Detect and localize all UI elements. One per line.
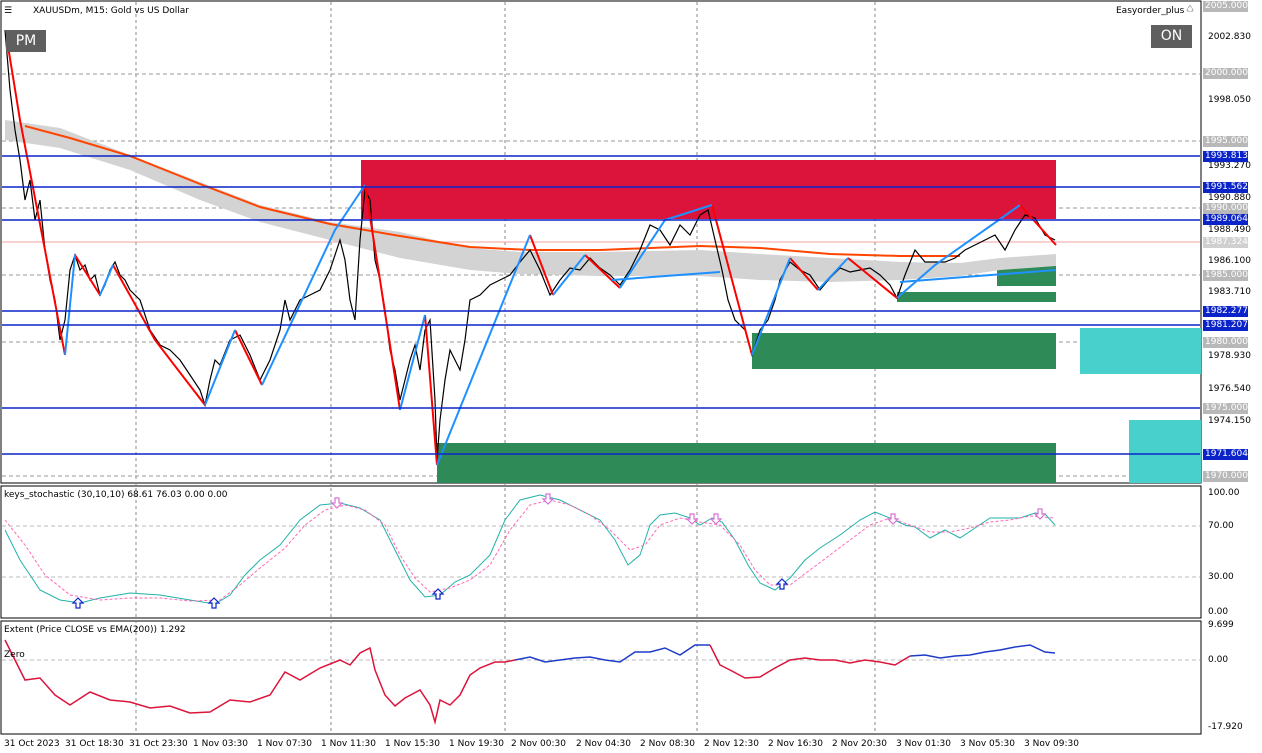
- stochastic-pane[interactable]: [0, 485, 1202, 619]
- ema-line: [24, 125, 960, 257]
- time-axis-label: 2 Nov 00:30: [511, 739, 566, 749]
- price-tag: 1990.000: [1203, 203, 1248, 214]
- time-axis-label: 2 Nov 08:30: [640, 739, 695, 749]
- time-axis-label: 31 Oct 18:30: [65, 739, 124, 749]
- price-axis-label: 1978.930: [1208, 351, 1251, 361]
- price-tag: 2000.000: [1203, 68, 1248, 79]
- price-tag: 1989.064: [1203, 214, 1248, 225]
- on-button[interactable]: ON: [1151, 25, 1192, 48]
- demand-zone-mid[interactable]: [752, 333, 1056, 369]
- zigzag-down-legs: [6, 39, 1057, 466]
- key-level-lines[interactable]: [2, 155, 1200, 455]
- price-tag: 1993.813: [1203, 151, 1248, 162]
- price-axis-label: 1998.050: [1208, 95, 1251, 105]
- price-axis-label: 2002.830: [1208, 32, 1251, 42]
- price-tag: 1995.000: [1203, 136, 1248, 147]
- time-axis-label: 1 Nov 03:30: [193, 739, 248, 749]
- buy-arrow-icon: [431, 588, 445, 600]
- expert-icon[interactable]: ♺: [1186, 5, 1195, 15]
- price-tag: 1980.000: [1203, 337, 1248, 348]
- time-axis-label: 1 Nov 11:30: [321, 739, 376, 749]
- buy-arrow-icon: [775, 578, 789, 590]
- stochastic-axis-label: 0.00: [1208, 607, 1229, 617]
- price-tag: 1982.277: [1203, 306, 1248, 317]
- price-tag: 1970.000: [1203, 471, 1248, 482]
- price-tag: 1981.207: [1203, 320, 1248, 331]
- extent-line-negative: [4, 639, 516, 725]
- price-tag: 1985.000: [1203, 270, 1248, 281]
- stochastic-axis-label: 70.00: [1208, 521, 1234, 531]
- symbol-title: XAUUSDm, M15: Gold vs US Dollar: [33, 6, 189, 16]
- price-axis-label: 1993.270: [1208, 161, 1251, 171]
- stochastic-axis-label: 100.00: [1208, 488, 1240, 498]
- price-axis-label: 1988.490: [1208, 225, 1251, 235]
- extent-axis-label: -17.920: [1208, 722, 1243, 732]
- sell-arrow-icon: [541, 493, 555, 505]
- stochastic-signal-line: [4, 499, 1056, 602]
- sell-arrow-icon: [886, 513, 900, 525]
- price-tag: 1987.324: [1203, 237, 1248, 248]
- time-axis-label: 2 Nov 04:30: [576, 739, 631, 749]
- demand-zone-low[interactable]: [437, 443, 1056, 483]
- time-axis-label: 1 Nov 19:30: [449, 739, 504, 749]
- time-axis-label: 3 Nov 05:30: [960, 739, 1015, 749]
- cyan-zone-upper[interactable]: [1080, 328, 1201, 374]
- extent-axis-label: 0.00: [1208, 655, 1229, 665]
- supply-zone[interactable]: [361, 160, 1056, 219]
- extent-line-negative-2: [709, 644, 911, 679]
- extent-title: Extent (Price CLOSE vs EMA(200)) 1.292: [4, 625, 186, 635]
- sell-arrow-icon: [330, 497, 344, 509]
- expert-name: Easyorder_plus: [1116, 6, 1185, 16]
- sell-arrow-icon: [709, 513, 723, 525]
- price-tag: 1975.000: [1203, 403, 1248, 414]
- extent-zero-label: Zero: [4, 650, 25, 660]
- time-axis-label: 2 Nov 20:30: [832, 739, 887, 749]
- price-axis-label: 1974.150: [1208, 416, 1251, 426]
- stochastic-title: keys_stochastic (30,10,10) 68.61 76.03 0…: [4, 490, 228, 500]
- sell-arrow-icon: [685, 513, 699, 525]
- stochastic-main-line: [4, 494, 1056, 605]
- price-tag: 2005.000: [1203, 1, 1248, 12]
- time-axis-label: 3 Nov 01:30: [896, 739, 951, 749]
- buy-arrow-icon: [207, 597, 221, 609]
- extent-axis-label: 9.699: [1208, 620, 1234, 630]
- time-axis-label: 31 Oct 2023: [4, 739, 60, 749]
- extent-line-positive: [514, 644, 710, 663]
- time-axis-label: 2 Nov 16:30: [768, 739, 823, 749]
- cyan-zone-lower[interactable]: [1129, 420, 1201, 483]
- sell-arrow-icon: [1033, 508, 1047, 520]
- time-axis-label: 2 Nov 12:30: [704, 739, 759, 749]
- extent-line-positive-2: [909, 644, 1056, 659]
- ema-envelope-band: [5, 120, 1056, 282]
- price-tag: 1971.604: [1203, 449, 1248, 460]
- time-axis-label: 1 Nov 07:30: [257, 739, 312, 749]
- pm-button[interactable]: PM: [6, 30, 46, 52]
- price-axis-label: 1986.100: [1208, 256, 1251, 266]
- time-axis-label: 3 Nov 09:30: [1024, 739, 1079, 749]
- time-axis-label: 31 Oct 23:30: [129, 739, 188, 749]
- window-menu-icon[interactable]: ☰: [4, 6, 13, 16]
- demand-zone-thin[interactable]: [897, 292, 1056, 302]
- stochastic-signal-arrows: [71, 493, 1047, 609]
- price-axis-label: 1990.880: [1208, 193, 1251, 203]
- stochastic-axis-label: 30.00: [1208, 572, 1234, 582]
- price-candles: [4, 29, 1056, 461]
- extent-pane[interactable]: [0, 620, 1202, 735]
- time-axis-label: 1 Nov 15:30: [385, 739, 440, 749]
- buy-arrow-icon: [71, 597, 85, 609]
- price-tag: 1991.562: [1203, 182, 1248, 193]
- price-axis-label: 1976.540: [1208, 384, 1251, 394]
- price-axis-label: 1983.710: [1208, 287, 1251, 297]
